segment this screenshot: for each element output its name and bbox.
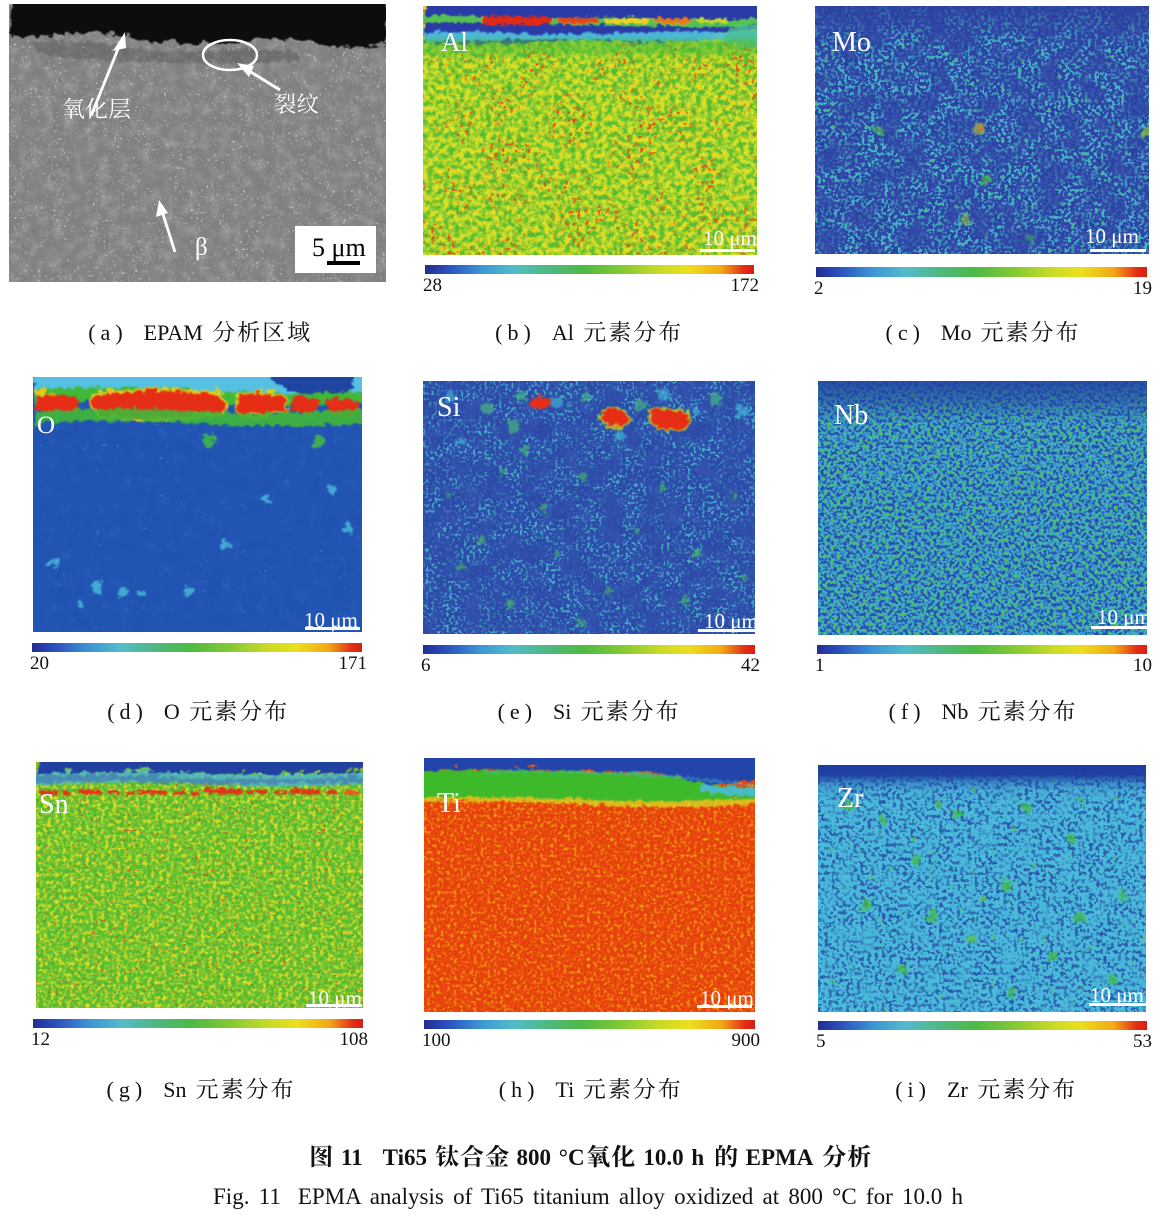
svg-text:5 μm: 5 μm	[312, 233, 366, 262]
svg-text:β: β	[195, 234, 208, 261]
